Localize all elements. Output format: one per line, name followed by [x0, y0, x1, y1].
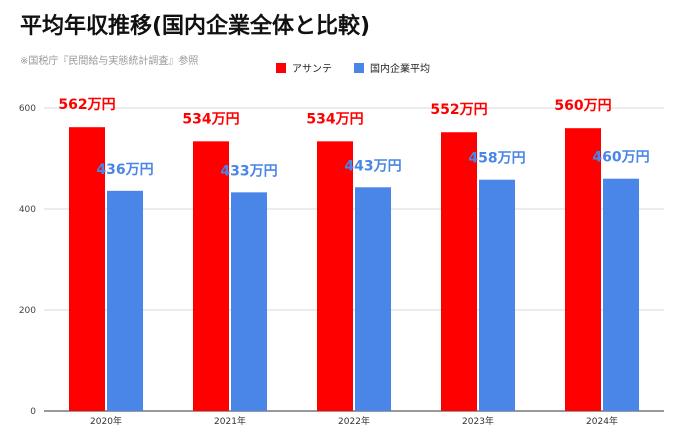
bar-asante: [69, 127, 105, 411]
legend-label-asante: アサンテ: [292, 64, 332, 75]
y-tick-label: 400: [19, 205, 36, 215]
data-label-asante: 562万円: [58, 97, 115, 113]
bar-domestic-average: [479, 179, 515, 411]
x-tick-label: 2021年: [214, 415, 246, 427]
data-label-asante: 560万円: [554, 98, 611, 114]
data-label-asante: 552万円: [430, 102, 487, 118]
legend-item-asante: アサンテ: [276, 60, 332, 75]
bar-domestic-average: [231, 192, 267, 411]
bar-asante: [565, 128, 601, 411]
bar-asante: [317, 141, 353, 411]
data-label-domestic-average: 460万円: [592, 150, 649, 166]
x-tick-label: 2020年: [90, 415, 122, 427]
y-tick-label: 600: [19, 104, 36, 114]
data-label-asante: 534万円: [306, 111, 363, 127]
legend-swatch-asante: [276, 62, 286, 73]
x-tick-label: 2023年: [462, 415, 494, 427]
y-tick-label: 200: [19, 306, 36, 316]
legend: アサンテ 国内企業平均: [276, 60, 452, 75]
x-tick-label: 2024年: [586, 415, 618, 427]
bar-asante: [441, 132, 477, 412]
legend-label-domestic-average: 国内企業平均: [370, 64, 430, 75]
legend-item-domestic-average: 国内企業平均: [354, 60, 430, 75]
chart-subtitle: ※国税庁『民間給与実態統計調査』参照: [20, 56, 199, 67]
x-tick-label: 2022年: [338, 415, 370, 427]
data-label-asante: 534万円: [182, 111, 239, 127]
data-label-domestic-average: 433万円: [220, 163, 277, 179]
data-label-domestic-average: 436万円: [96, 162, 153, 178]
data-label-domestic-average: 458万円: [468, 151, 525, 167]
bar-asante: [193, 141, 229, 411]
bar-domestic-average: [355, 187, 391, 411]
bar-domestic-average: [107, 190, 143, 411]
legend-swatch-domestic-average: [354, 62, 364, 73]
bar-domestic-average: [603, 178, 639, 411]
chart-title: 平均年収推移(国内企業全体と比較): [20, 14, 371, 39]
y-tick-label: 0: [30, 407, 36, 417]
data-label-domestic-average: 443万円: [344, 158, 401, 174]
